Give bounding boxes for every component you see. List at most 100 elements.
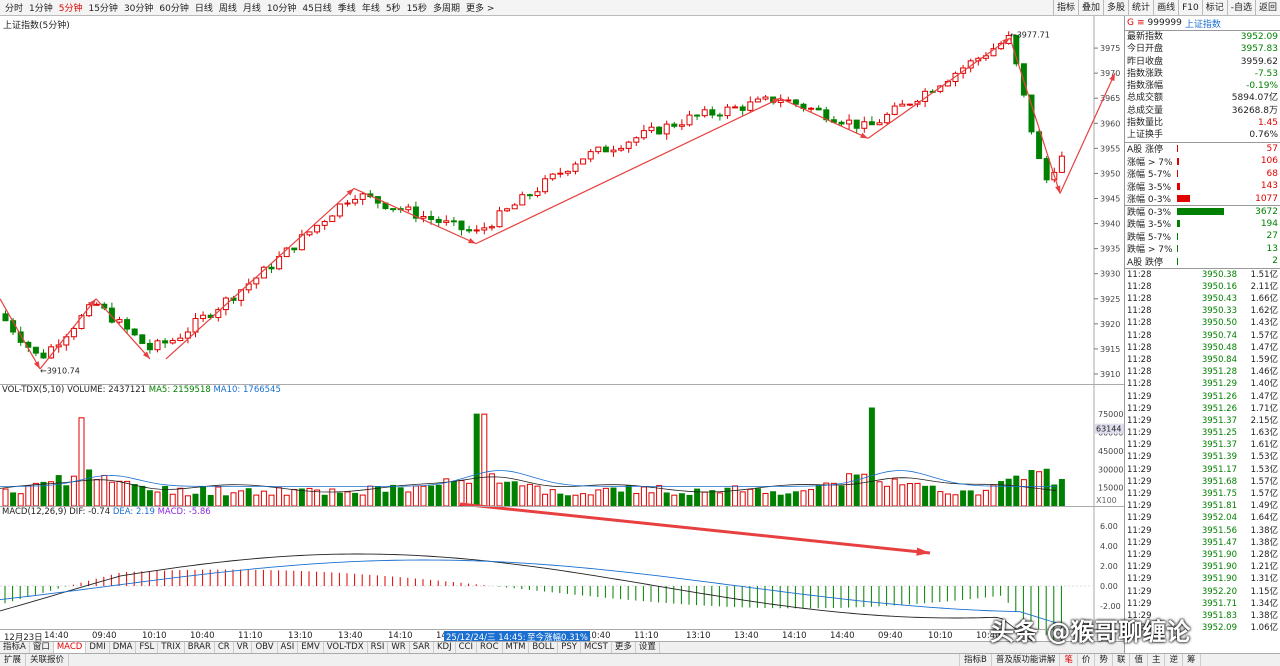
period-tab[interactable]: 1分钟 [29,4,53,14]
kline-chart[interactable]: 3975 3970 3965 3960 3955 3950 3945 3940 3935 3930… [0,16,1124,641]
tick-row[interactable]: 11:28 3951.29 1.40亿 [1125,378,1280,390]
indicator-tab[interactable]: MCST [581,642,612,653]
tick-row[interactable]: 11:29 3951.81 1.49亿 [1125,500,1280,512]
stat-label: 今日开盘 [1127,44,1164,55]
tick-row[interactable]: 11:28 3950.48 1.47亿 [1125,342,1280,354]
period-tab[interactable]: 季线 [337,4,356,14]
indicator-tab[interactable]: DMI [86,642,110,653]
indicator-tab[interactable]: ROC [477,642,503,653]
tick-row[interactable]: 11:29 3951.90 1.31亿 [1125,573,1280,585]
tick-row[interactable]: 11:29 3951.26 1.71亿 [1125,403,1280,415]
period-tab[interactable]: 30分钟 [123,4,154,14]
tick-row[interactable]: 11:29 3952.20 1.15亿 [1125,586,1280,598]
tick-row[interactable]: 11:29 3951.90 1.21亿 [1125,561,1280,573]
indicator-tab[interactable]: DMA [110,642,137,653]
indicator-tab[interactable]: PSY [558,642,581,653]
tick-row[interactable]: 11:29 3951.75 1.57亿 [1125,488,1280,500]
toolbar-button[interactable]: F10 [1178,0,1202,16]
tick-row[interactable]: 11:28 3951.28 1.46亿 [1125,366,1280,378]
indicator-tab[interactable]: TRIX [158,642,185,653]
indicator-tab[interactable]: BRAR [185,642,215,653]
indicator-tab[interactable]: ASI [278,642,299,653]
toolbar-button[interactable]: 叠加 [1078,0,1103,16]
tick-row[interactable]: 11:28 3950.43 1.66亿 [1125,293,1280,305]
indicator-tab[interactable]: 更多 [612,642,636,653]
toolbar-button[interactable]: -自选 [1226,0,1255,16]
period-tab[interactable]: 45日线 [302,4,332,14]
panel-tab[interactable]: 联 [1113,654,1131,666]
tick-row[interactable]: 11:29 3951.71 1.34亿 [1125,598,1280,610]
toolbar-button[interactable]: 返回 [1254,0,1280,16]
related-quote-button[interactable]: 关联报价 [26,654,70,666]
indicator-tab[interactable]: RSI [368,642,389,653]
period-tab[interactable]: 更多 > [466,4,495,14]
tick-row[interactable]: 11:29 3951.90 1.28亿 [1125,549,1280,561]
candle-body [496,210,503,228]
indicator-tab[interactable]: VR [234,642,253,653]
toolbar-button[interactable]: 标记 [1201,0,1227,16]
tick-row[interactable]: 11:30 3952.09 1.06亿 [1125,622,1280,634]
panel-tab[interactable]: 值 [1130,654,1148,666]
period-tab[interactable]: 分时 [5,4,24,14]
period-tab[interactable]: 5秒 [385,4,401,14]
indicator-tab[interactable]: MACD [53,642,87,653]
panel-tab[interactable]: 筹 [1183,654,1201,666]
tick-row[interactable]: 11:29 3951.83 1.38亿 [1125,610,1280,622]
tick-row[interactable]: 11:28 3950.74 1.57亿 [1125,330,1280,342]
panel-tab[interactable]: 价 [1078,654,1096,666]
candle-body [792,99,799,105]
toolbar-button[interactable]: 统计 [1128,0,1153,16]
period-tab[interactable]: 60分钟 [159,4,189,14]
tick-row[interactable]: 11:29 3951.26 1.47亿 [1125,391,1280,403]
indicator-tab[interactable]: 指标A [0,642,30,653]
tick-list[interactable]: 11:28 3950.38 1.51亿 11:28 3950.16 2.11亿 11:28 3… [1125,267,1280,635]
tick-row[interactable]: 11:29 3951.37 1.61亿 [1125,439,1280,451]
panel-tab[interactable]: 势 [1095,654,1113,666]
tick-row[interactable]: 11:29 3952.04 1.64亿 [1125,512,1280,524]
indicator-tab[interactable]: EMV [298,642,324,653]
period-tab[interactable]: 5分钟 [58,4,83,14]
period-tab[interactable]: 年线 [361,4,380,14]
edition-info[interactable]: 普及版功能讲解 [992,654,1061,666]
tick-row[interactable]: 11:29 3951.17 1.53亿 [1125,464,1280,476]
period-tab[interactable]: 周线 [218,4,237,14]
period-tab[interactable]: 10分钟 [266,4,297,14]
indicator-tab[interactable]: 设置 [636,642,660,653]
period-tab[interactable]: 日线 [194,4,213,14]
toolbar-button[interactable]: 多股 [1103,0,1128,16]
toolbar-button[interactable]: 画线 [1153,0,1178,16]
tick-row[interactable]: 11:29 3951.56 1.38亿 [1125,525,1280,537]
tick-row[interactable]: 11:29 3951.39 1.53亿 [1125,451,1280,463]
tick-row[interactable]: 11:28 3950.50 1.43亿 [1125,317,1280,329]
tick-row[interactable]: 11:28 3950.16 2.11亿 [1125,281,1280,293]
indicator-tab[interactable]: OBV [252,642,278,653]
tick-amount: 1.43亿 [1250,318,1278,329]
period-tab[interactable]: 多周期 [433,4,461,14]
indicator-tab[interactable]: 窗口 [30,642,54,653]
panel-tab[interactable]: 主 [1148,654,1166,666]
tick-row[interactable]: 11:28 3950.84 1.59亿 [1125,354,1280,366]
period-tab[interactable]: 15秒 [406,4,428,14]
indicator-tab[interactable]: MTM [503,642,530,653]
tick-row[interactable]: 11:29 3951.25 1.63亿 [1125,427,1280,439]
indicator-tab[interactable]: CR [215,642,234,653]
toolbar-button[interactable]: 指标 [1053,0,1078,16]
tick-row[interactable]: 11:28 3950.33 1.62亿 [1125,305,1280,317]
indicator-tab[interactable]: KDJ [434,642,456,653]
period-tab[interactable]: 月线 [242,4,261,14]
tick-row[interactable]: 11:28 3950.38 1.51亿 [1125,269,1280,281]
indicator-tab[interactable]: VOL-TDX [324,642,368,653]
indicator-tab[interactable]: CCI [456,642,477,653]
indicator-tab[interactable]: BOLL [529,642,559,653]
expand-button[interactable]: 扩展 [0,654,27,666]
tick-row[interactable]: 11:29 3951.37 2.15亿 [1125,415,1280,427]
indicator-tab[interactable]: WR [388,642,410,653]
panel-tab[interactable]: 逆 [1165,654,1183,666]
indicator-tab[interactable]: FSL [136,642,159,653]
period-tab[interactable]: 15分钟 [88,4,118,14]
tick-row[interactable]: 11:29 3951.47 1.38亿 [1125,537,1280,549]
panel-tab[interactable]: 笔 [1060,654,1078,666]
indicator-b-button[interactable]: 指标B [959,654,992,666]
tick-row[interactable]: 11:29 3951.68 1.57亿 [1125,476,1280,488]
indicator-tab[interactable]: SAR [410,642,434,653]
